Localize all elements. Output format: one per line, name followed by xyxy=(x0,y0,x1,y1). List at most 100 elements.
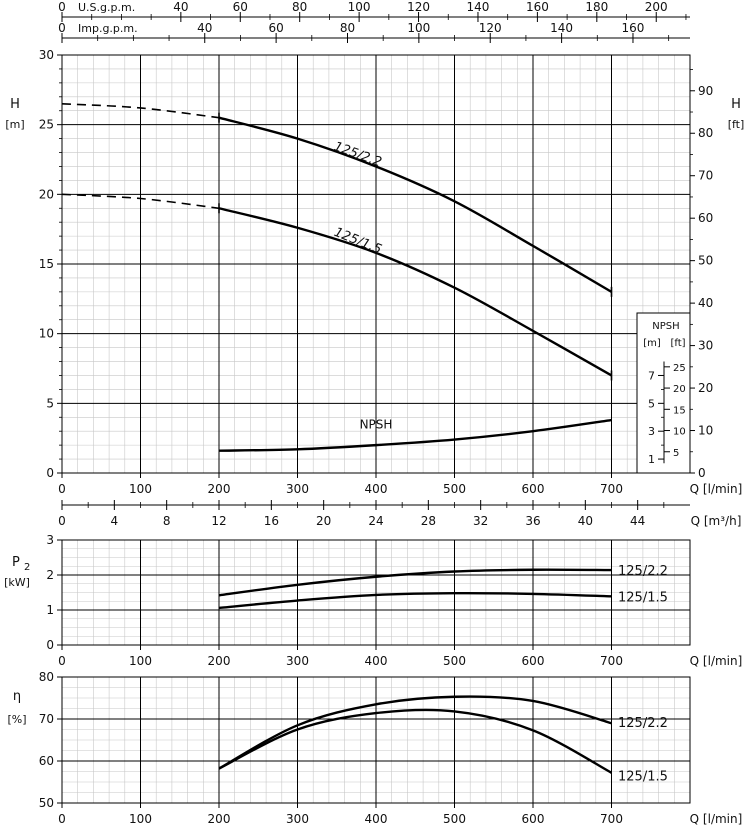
m3h-tick-label: 28 xyxy=(421,514,436,528)
npsh-m-tick-label: 7 xyxy=(648,369,655,382)
eff-y-axis-unit: [%] xyxy=(7,713,26,726)
curve-125/2.2-extrapolated xyxy=(61,102,220,119)
eff-x-tick-label: 0 xyxy=(58,812,66,826)
npsh-ft-tick-label: 10 xyxy=(673,427,686,438)
npsh-ft-tick-label: 25 xyxy=(673,363,686,374)
head-ft-axis-unit: [ft] xyxy=(728,118,745,131)
m3h-tick-label: 16 xyxy=(264,514,279,528)
eff-y-tick-label: 80 xyxy=(39,670,54,684)
label-npsh-curve: NPSH xyxy=(360,417,393,431)
impgpm-tick-label: 160 xyxy=(622,21,645,35)
m3h-tick-label: 0 xyxy=(58,514,66,528)
eff-x-tick-label: 400 xyxy=(365,812,388,826)
head-ft-tick-label: 60 xyxy=(698,211,713,225)
power-x-tick-label: 300 xyxy=(286,654,309,668)
usgpm-tick-label: 180 xyxy=(585,0,608,14)
head-y-tick-label: 5 xyxy=(46,396,54,410)
head-x-tick-label: 0 xyxy=(58,482,66,496)
eff-x-tick-label: 500 xyxy=(443,812,466,826)
head-y-tick-label: 25 xyxy=(39,118,54,132)
power-y-tick-label: 1 xyxy=(46,603,54,617)
m3h-tick-label: 44 xyxy=(630,514,645,528)
head-y-axis-title: H xyxy=(10,97,20,112)
power-x-tick-label: 100 xyxy=(129,654,152,668)
m3h-tick-label: 12 xyxy=(211,514,226,528)
eff-x-tick-label: 600 xyxy=(522,812,545,826)
power-x-tick-label: 200 xyxy=(208,654,231,668)
power-y-tick-label: 0 xyxy=(46,638,54,652)
usgpm-tick-label: 80 xyxy=(292,0,307,14)
usgpm-tick-label: 0 xyxy=(58,0,66,14)
usgpm-tick-label: 120 xyxy=(407,0,430,14)
curve-125/1.5-head xyxy=(218,207,613,377)
m3h-tick-label: 20 xyxy=(316,514,331,528)
m3h-tick-label: 8 xyxy=(163,514,171,528)
power-y-axis-subscript: 2 xyxy=(24,562,30,573)
label-125/2.2-power: 125/2.2 xyxy=(618,564,668,579)
head-ft-tick-label: 70 xyxy=(698,169,713,183)
usgpm-tick-label: 100 xyxy=(348,0,371,14)
npsh-inset-unit-ft: [ft] xyxy=(670,338,685,349)
curve-125/1.5-efficiency xyxy=(218,708,613,774)
power-y-axis-unit: [kW] xyxy=(4,576,30,589)
power-y-tick-label: 3 xyxy=(46,533,54,547)
head-x-tick-label: 400 xyxy=(365,482,388,496)
eff-x-tick-label: 700 xyxy=(600,812,623,826)
power-y-axis-title: P xyxy=(12,555,20,570)
head-y-axis-unit: [m] xyxy=(5,118,24,131)
impgpm-axis-title: Imp.g.p.m. xyxy=(78,22,138,35)
usgpm-tick-label: 40 xyxy=(173,0,188,14)
head-y-tick-label: 10 xyxy=(39,327,54,341)
head-ft-tick-label: 30 xyxy=(698,339,713,353)
head-ft-tick-label: 40 xyxy=(698,296,713,310)
impgpm-tick-label: 140 xyxy=(550,21,573,35)
curve-125/2.2-power xyxy=(218,568,612,597)
head-y-tick-label: 0 xyxy=(46,466,54,480)
head-x-tick-label: 700 xyxy=(600,482,623,496)
head-y-tick-label: 20 xyxy=(39,187,54,201)
head-ft-tick-label: 10 xyxy=(698,424,713,438)
head-x-tick-label: 600 xyxy=(522,482,545,496)
power-x-tick-label: 500 xyxy=(443,654,466,668)
npsh-inset-title: NPSH xyxy=(652,321,679,332)
head-ft-axis-title: H xyxy=(731,97,741,112)
usgpm-axis-title: U.S.g.p.m. xyxy=(78,1,135,14)
power-x-unit-label: Q [l/min] xyxy=(690,654,743,668)
head-ft-tick-label: 50 xyxy=(698,254,713,268)
curve-125/2.2-head xyxy=(218,116,613,293)
impgpm-tick-label: 60 xyxy=(268,21,283,35)
npsh-ft-tick-label: 20 xyxy=(673,384,686,395)
head-x-tick-label: 300 xyxy=(286,482,309,496)
m3h-tick-label: 24 xyxy=(368,514,383,528)
eff-x-tick-label: 200 xyxy=(208,812,231,826)
power-x-tick-label: 400 xyxy=(365,654,388,668)
eff-y-tick-label: 50 xyxy=(39,796,54,810)
head-y-tick-label: 15 xyxy=(39,257,54,271)
curve-125/1.5-power xyxy=(218,591,612,610)
head-x-tick-label: 200 xyxy=(208,482,231,496)
eff-y-axis-title: η xyxy=(13,689,21,704)
m3h-axis-title: Q [m³/h] xyxy=(691,514,742,528)
head-x-tick-label: 500 xyxy=(443,482,466,496)
m3h-tick-label: 32 xyxy=(473,514,488,528)
label-125/1.5-power: 125/1.5 xyxy=(618,590,668,605)
curve-125/1.5-extrapolated xyxy=(61,193,220,210)
impgpm-tick-label: 80 xyxy=(340,21,355,35)
usgpm-tick-label: 200 xyxy=(645,0,668,14)
npsh-ft-tick-label: 15 xyxy=(673,405,686,416)
eff-x-unit-label: Q [l/min] xyxy=(690,812,743,826)
impgpm-tick-label: 0 xyxy=(58,21,66,35)
power-y-tick-label: 2 xyxy=(46,568,54,582)
npsh-m-tick-label: 5 xyxy=(648,397,655,410)
head-ft-tick-label: 20 xyxy=(698,381,713,395)
impgpm-tick-label: 120 xyxy=(479,21,502,35)
impgpm-tick-label: 40 xyxy=(197,21,212,35)
eff-y-tick-label: 70 xyxy=(39,712,54,726)
label-125/2.2-efficiency: 125/2.2 xyxy=(618,716,668,731)
label-125/1.5-efficiency: 125/1.5 xyxy=(618,770,668,785)
m3h-tick-label: 36 xyxy=(525,514,540,528)
power-x-tick-label: 700 xyxy=(600,654,623,668)
npsh-inset-unit-m: [m] xyxy=(643,338,661,349)
